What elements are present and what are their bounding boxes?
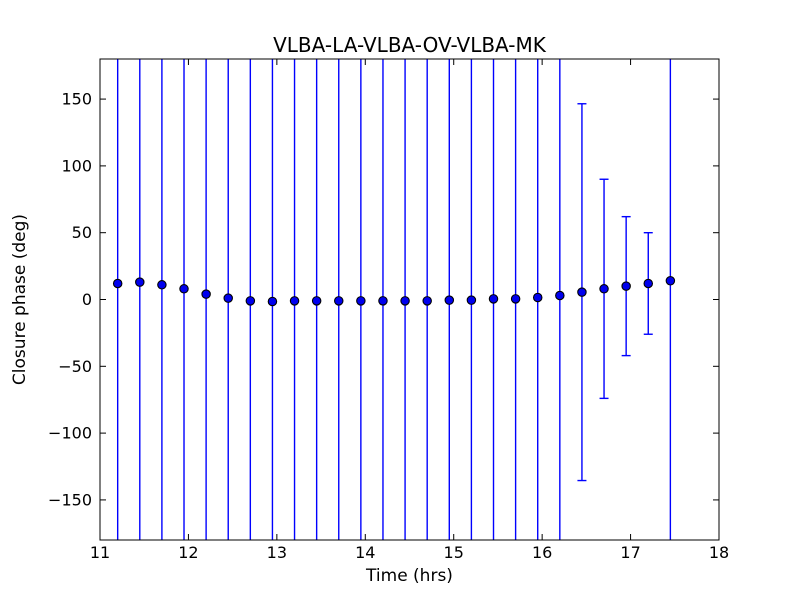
x-tick-label: 11 <box>90 543 110 562</box>
data-point <box>621 281 631 291</box>
y-axis-label: Closure phase (deg) <box>10 214 30 385</box>
chart-title: VLBA-LA-VLBA-OV-VLBA-MK <box>273 33 547 57</box>
data-point <box>577 287 587 297</box>
data-point <box>444 295 455 305</box>
data-point <box>643 278 654 289</box>
y-tick-label: −150 <box>48 490 92 509</box>
data-point <box>334 296 344 306</box>
y-tick-label: −100 <box>48 424 92 443</box>
data-point <box>179 284 189 294</box>
data-point <box>555 290 565 301</box>
data-point <box>532 292 543 303</box>
y-tick-label: 150 <box>61 90 92 109</box>
data-point <box>665 276 676 286</box>
data-point <box>201 289 211 299</box>
data-points-layer <box>112 276 676 307</box>
y-tick-label: 0 <box>82 290 92 309</box>
data-point <box>245 296 256 306</box>
data-point <box>599 284 609 294</box>
data-point <box>466 295 477 305</box>
tick-labels-layer: 11 12 13 14 15 16 17 18 −150 −100 −50 0 50 100 150 <box>48 90 729 562</box>
y-tick-label: −50 <box>58 357 92 376</box>
data-point <box>400 296 410 306</box>
data-point <box>378 296 388 306</box>
data-point <box>267 296 278 307</box>
error-bars-layer <box>116 59 672 540</box>
data-point <box>223 293 233 303</box>
data-point <box>157 280 167 290</box>
y-tick-label: 50 <box>72 223 92 242</box>
data-point <box>289 296 300 306</box>
x-tick-label: 12 <box>178 543 198 562</box>
y-tick-label: 100 <box>61 156 92 175</box>
x-tick-label: 17 <box>620 543 640 562</box>
x-tick-label: 14 <box>355 543 375 562</box>
data-point <box>356 296 366 306</box>
data-point <box>135 277 145 287</box>
data-point <box>510 294 521 304</box>
data-point <box>112 278 123 289</box>
data-point <box>311 296 322 306</box>
x-tick-label: 13 <box>267 543 287 562</box>
data-point <box>422 296 432 306</box>
x-axis-label: Time (hrs) <box>365 566 453 586</box>
ticks-layer <box>99 59 720 540</box>
x-tick-label: 18 <box>709 543 729 562</box>
x-tick-label: 15 <box>444 543 464 562</box>
data-point <box>488 294 499 304</box>
x-tick-label: 16 <box>532 543 552 562</box>
